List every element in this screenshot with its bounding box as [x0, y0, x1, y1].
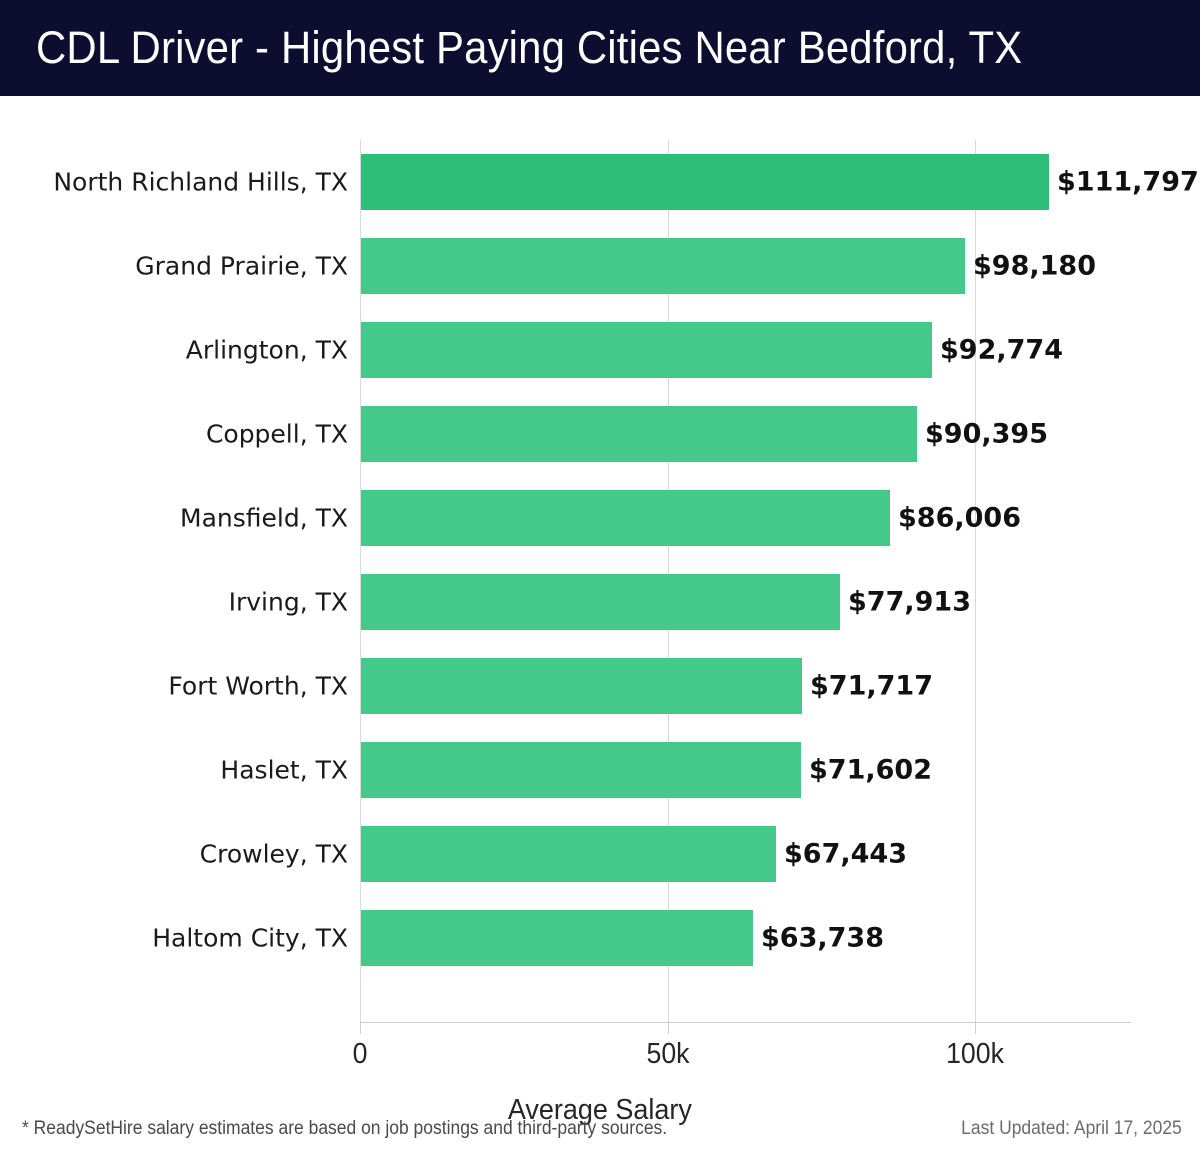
gridline-100k: [975, 140, 976, 1022]
bar[interactable]: [361, 322, 932, 378]
x-axis-line: [360, 1022, 1131, 1023]
bar-value-label: $67,443: [784, 838, 907, 870]
bar-row[interactable]: Mansfield, TX $86,006: [0, 476, 1200, 560]
bar-row[interactable]: Crowley, TX $67,443: [0, 812, 1200, 896]
page-title: CDL Driver - Highest Paying Cities Near …: [36, 22, 1023, 73]
bar[interactable]: [361, 238, 965, 294]
bar-chart: 0 50k 100k North Richland Hills, TX $111,79…: [0, 96, 1200, 1126]
category-label: Coppell, TX: [205, 419, 348, 449]
bar-row[interactable]: Coppell, TX $90,395: [0, 392, 1200, 476]
x-tick-mark: [360, 1022, 361, 1034]
bar[interactable]: [361, 658, 802, 714]
x-axis-title: Average Salary: [0, 1094, 1200, 1127]
category-label: Arlington, TX: [185, 335, 348, 365]
bar[interactable]: [361, 490, 890, 546]
category-label: Fort Worth, TX: [168, 671, 348, 701]
bar-value-label: $98,180: [973, 250, 1096, 282]
category-label: North Richland Hills, TX: [53, 167, 348, 197]
bar-value-label: $71,717: [810, 670, 933, 702]
bar-value-label: $92,774: [940, 334, 1063, 366]
category-label: Crowley, TX: [199, 839, 348, 869]
gridline-0: [360, 140, 361, 1022]
bar[interactable]: [361, 154, 1049, 210]
page-header: CDL Driver - Highest Paying Cities Near …: [0, 0, 1200, 96]
bar[interactable]: [361, 826, 776, 882]
bar-rows: North Richland Hills, TX $111,797 Grand Pr…: [0, 96, 1200, 1096]
bar-value-label: $86,006: [898, 502, 1021, 534]
bar-row[interactable]: North Richland Hills, TX $111,797: [0, 140, 1200, 224]
bar-row[interactable]: Arlington, TX $92,774: [0, 308, 1200, 392]
bar-row[interactable]: Irving, TX $77,913: [0, 560, 1200, 644]
footer-last-updated: Last Updated: April 17, 2025: [961, 1118, 1182, 1139]
x-tick-label: 0: [352, 1038, 368, 1070]
page-footer: * ReadySetHire salary estimates are base…: [0, 1106, 1200, 1158]
bar-value-label: $90,395: [925, 418, 1048, 450]
bar-value-label: $63,738: [761, 922, 884, 954]
x-tick-label: 100k: [946, 1038, 1004, 1070]
footer-disclaimer: * ReadySetHire salary estimates are base…: [22, 1118, 668, 1139]
bar-row[interactable]: Haltom City, TX $63,738: [0, 896, 1200, 980]
category-label: Irving, TX: [228, 587, 348, 617]
category-label: Haslet, TX: [220, 755, 348, 785]
bar[interactable]: [361, 742, 801, 798]
bar[interactable]: [361, 910, 753, 966]
x-tick-label: 50k: [645, 1038, 690, 1070]
bar-value-label: $71,602: [809, 754, 932, 786]
bar-row[interactable]: Fort Worth, TX $71,717: [0, 644, 1200, 728]
bar-value-label: $111,797: [1057, 166, 1199, 198]
bar-row[interactable]: Grand Prairie, TX $98,180: [0, 224, 1200, 308]
x-axis-title-text: Average Salary: [508, 1094, 692, 1126]
x-tick-mark: [667, 1022, 669, 1034]
bar-row[interactable]: Haslet, TX $71,602: [0, 728, 1200, 812]
bar[interactable]: [361, 574, 840, 630]
category-label: Grand Prairie, TX: [135, 251, 348, 281]
category-label: Haltom City, TX: [152, 923, 348, 953]
x-tick-mark: [975, 1022, 976, 1034]
category-label: Mansfield, TX: [180, 503, 348, 533]
bar-value-label: $77,913: [848, 586, 971, 618]
bar[interactable]: [361, 406, 917, 462]
